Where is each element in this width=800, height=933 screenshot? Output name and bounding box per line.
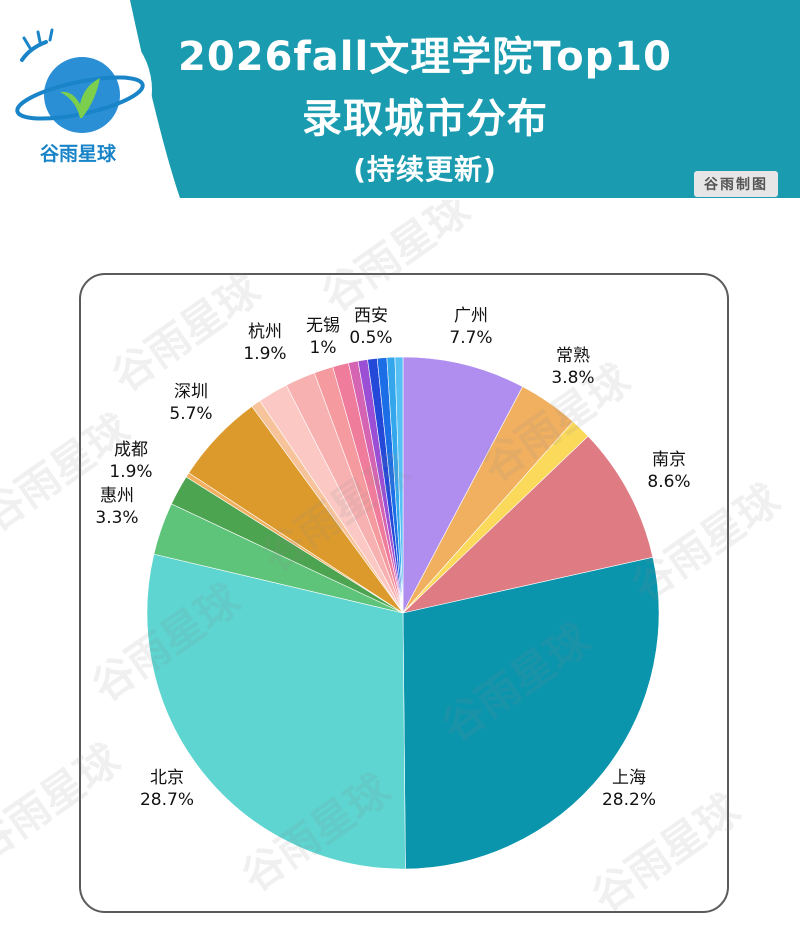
- slice-label-北京: 北京 28.7%: [140, 768, 194, 810]
- pie-slice-广州: [402, 356, 524, 614]
- pie-slice-20: [394, 356, 404, 614]
- slice-label-上海: 上海 28.2%: [602, 768, 656, 810]
- pie-chart: 广州 7.7% 常熟 3.8% 南京 8.6% 上海 28.2% 北京 28.7% 惠州 3.3%成都…: [95, 306, 691, 870]
- logo-text: 谷雨星球: [40, 142, 117, 165]
- slice-label-常熟: 常熟 3.8%: [551, 345, 594, 388]
- pie-slice-上海: [402, 556, 660, 870]
- title-line-2: 录取城市分布: [302, 96, 548, 142]
- slice-label-广州: 广州 7.7%: [449, 306, 492, 348]
- logo: 谷雨星球: [4, 16, 152, 165]
- slice-label-惠州: 惠州 3.3%: [95, 486, 138, 528]
- header-banner: [100, 0, 800, 198]
- slice-label-深圳: 深圳 5.7%: [169, 382, 212, 424]
- pie-slice-北京: [146, 553, 406, 870]
- slice-label-无锡: 无锡 1%: [306, 316, 340, 358]
- slice-label-西安: 西安 0.5%: [349, 306, 392, 348]
- slice-label-南京: 南京 8.6%: [647, 450, 690, 492]
- chart-card: 广州 7.7% 常熟 3.8% 南京 8.6% 上海 28.2% 北京 28.7% 惠州 3.3% 成都…: [79, 273, 729, 913]
- title-line-1: 2026fall文理学院Top10: [178, 34, 672, 80]
- title-line-3: (持续更新): [353, 153, 497, 186]
- pie-slice-南京: [402, 435, 654, 614]
- maker-badge: 谷雨制图: [694, 171, 778, 197]
- slice-label-成都: 成都 1.9%: [109, 440, 152, 482]
- slice-label-杭州: 杭州 1.9%: [243, 322, 286, 364]
